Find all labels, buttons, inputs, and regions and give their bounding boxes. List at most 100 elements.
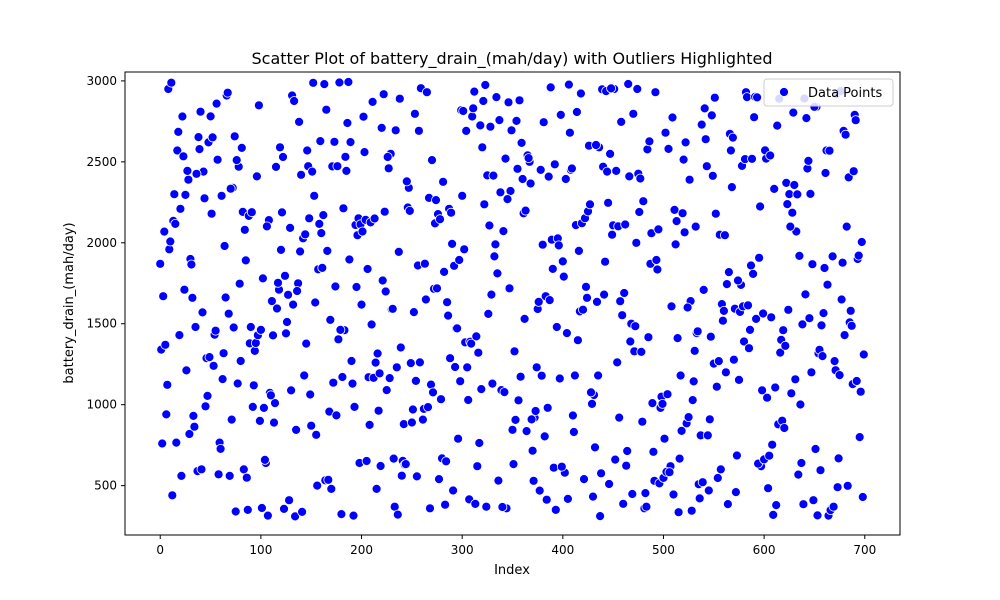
data-point	[228, 322, 239, 333]
data-point	[746, 260, 756, 271]
data-point	[789, 180, 800, 190]
data-point	[246, 207, 257, 218]
data-point	[798, 499, 809, 510]
data-point	[807, 259, 818, 270]
data-point	[301, 338, 312, 349]
data-point	[625, 336, 636, 347]
data-point	[245, 322, 256, 332]
data-point	[259, 454, 270, 465]
data-point	[394, 93, 405, 104]
data-point	[686, 505, 697, 516]
data-point	[839, 330, 850, 341]
data-point	[315, 136, 326, 147]
data-point	[326, 483, 337, 494]
data-point	[316, 228, 327, 239]
data-point	[674, 453, 685, 464]
x-axis-ticks: 0 100 200 300 400 500 600 700	[156, 535, 876, 557]
data-point	[280, 270, 290, 281]
data-point	[537, 239, 548, 250]
data-point	[204, 352, 215, 363]
data-point	[276, 244, 286, 255]
data-point	[157, 438, 168, 449]
data-point	[505, 186, 516, 196]
data-point	[503, 97, 514, 108]
data-point	[675, 370, 686, 381]
data-point	[279, 503, 289, 514]
data-point	[666, 301, 677, 312]
data-point	[189, 421, 200, 432]
data-point	[519, 313, 530, 324]
data-point	[557, 256, 568, 267]
data-point	[751, 313, 761, 324]
data-point	[393, 246, 404, 257]
data-point	[376, 123, 387, 133]
data-point	[219, 241, 230, 251]
data-point	[218, 348, 229, 359]
data-point	[302, 145, 313, 156]
data-point	[234, 278, 245, 289]
data-point	[668, 489, 679, 500]
data-point	[526, 414, 537, 425]
data-point	[183, 174, 194, 185]
data-point	[190, 322, 201, 332]
data-point	[535, 164, 546, 175]
data-point	[211, 98, 222, 109]
data-point	[497, 502, 508, 512]
y-tick-label: 500	[94, 479, 117, 493]
data-point	[820, 168, 831, 178]
data-point	[455, 376, 466, 387]
data-point	[614, 412, 625, 423]
data-point	[487, 378, 498, 389]
data-point	[261, 221, 272, 232]
data-point	[689, 345, 700, 356]
data-point	[161, 409, 172, 420]
data-point	[476, 384, 487, 395]
data-point	[256, 503, 267, 513]
data-point	[664, 467, 675, 478]
data-point	[586, 387, 596, 398]
data-point	[806, 367, 817, 378]
data-point	[637, 416, 648, 427]
data-point	[632, 84, 643, 94]
data-point	[477, 142, 488, 153]
data-point	[528, 475, 539, 486]
data-point	[435, 214, 445, 225]
data-point	[824, 145, 835, 156]
data-point	[319, 79, 330, 89]
data-point	[641, 501, 652, 512]
data-point	[779, 423, 790, 433]
data-point	[763, 483, 773, 494]
data-point	[704, 414, 715, 425]
data-point	[159, 226, 170, 237]
legend-marker	[779, 87, 789, 97]
data-point	[696, 119, 707, 130]
data-point	[480, 80, 491, 90]
data-point	[396, 470, 407, 481]
data-point	[239, 224, 250, 235]
data-point	[257, 273, 268, 284]
data-point	[590, 442, 600, 453]
data-point	[348, 510, 359, 521]
data-point	[463, 395, 474, 405]
data-point	[587, 398, 597, 409]
data-point	[265, 390, 276, 401]
data-point	[853, 250, 864, 261]
x-tick-label: 500	[652, 543, 675, 557]
data-point	[220, 292, 231, 303]
data-point	[158, 291, 169, 302]
data-point	[569, 427, 579, 437]
data-point	[371, 483, 382, 494]
data-point	[762, 392, 772, 403]
data-point	[370, 357, 381, 368]
data-point	[827, 251, 838, 262]
data-point	[570, 370, 580, 381]
data-point	[488, 170, 499, 181]
data-point	[493, 475, 504, 486]
data-point	[215, 443, 226, 454]
data-point	[782, 199, 793, 210]
data-point	[494, 115, 505, 125]
data-point	[856, 237, 867, 247]
data-point	[553, 240, 564, 251]
data-point	[678, 154, 689, 165]
